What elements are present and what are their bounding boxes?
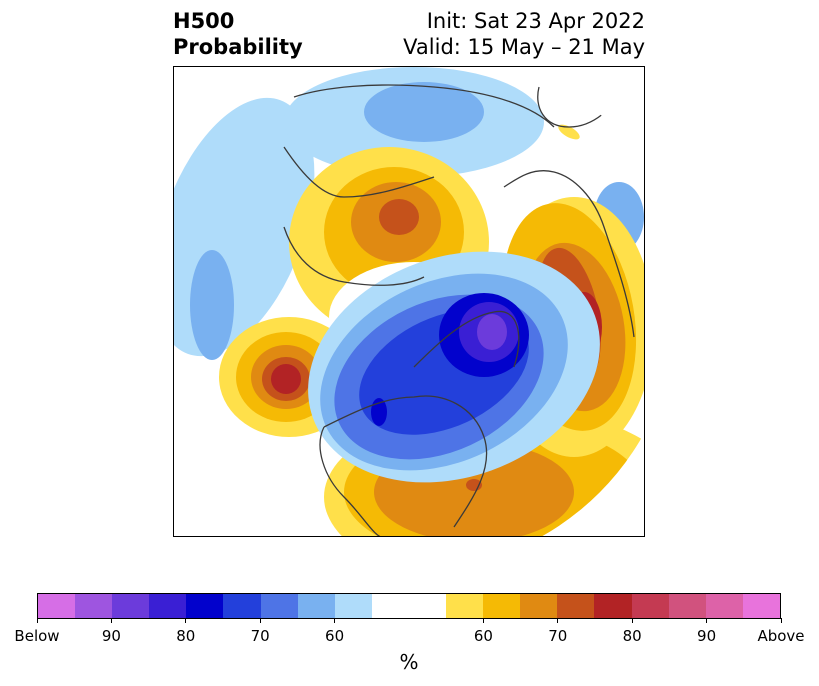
nepac-high-90 <box>271 364 301 394</box>
colorbar-segment <box>668 594 706 618</box>
colorbar-tick-mark <box>259 618 261 623</box>
colorbar-tick-label: 90 <box>697 627 717 645</box>
coastlines <box>283 84 635 536</box>
probability-map <box>174 67 644 536</box>
valid-range-label: Valid: 15 May – 21 May <box>403 35 645 59</box>
chart-title-right: Init: Sat 23 Apr 2022 Valid: 15 May – 21… <box>403 8 645 60</box>
colorbar-segment <box>223 594 261 618</box>
hudson-low-80 <box>371 398 387 426</box>
colorbar-tick-label: 70 <box>250 627 270 645</box>
colorbar-tick-label: Above <box>757 627 805 645</box>
colorbar-tick-mark <box>631 618 633 623</box>
colorbar-tick-label: 70 <box>548 627 568 645</box>
colorbar-tick-mark <box>482 618 484 623</box>
colorbar-segment <box>631 594 669 618</box>
colorbar-tick-mark <box>36 618 38 623</box>
colorbar-tick-label: Below <box>14 627 60 645</box>
init-date-label: Init: Sat 23 Apr 2022 <box>426 9 645 33</box>
colorbar-tick-mark <box>334 618 336 623</box>
probability-fields <box>174 67 644 536</box>
title-variable: H500 <box>173 9 235 33</box>
colorbar-segment <box>297 594 335 618</box>
map-panel <box>173 66 645 537</box>
colorbar-tick-mark <box>706 618 708 623</box>
colorbar-unit-label: % <box>399 650 419 674</box>
colorbar-tick-mark <box>557 618 559 623</box>
greenland-low-90 <box>477 314 507 350</box>
colorbar-segment <box>557 594 595 618</box>
colorbar-segment <box>260 594 298 618</box>
arctic-low-70 <box>364 82 484 142</box>
colorbar-segment <box>112 594 150 618</box>
colorbar-segment <box>75 594 113 618</box>
colorbar-tick-mark <box>110 618 112 623</box>
colorbar-tick-label: 60 <box>473 627 493 645</box>
colorbar-tick-mark <box>780 618 782 623</box>
colorbar-segment <box>334 594 372 618</box>
colorbar-tick-label: 60 <box>325 627 345 645</box>
colorbar-tick-label: 90 <box>101 627 121 645</box>
colorbar-segment <box>446 594 484 618</box>
colorbar-tick-label: 80 <box>622 627 642 645</box>
colorbar-segment <box>742 594 780 618</box>
colorbar-segment <box>520 594 558 618</box>
pacific-low-70 <box>190 250 234 360</box>
colorbar-segment <box>186 594 224 618</box>
colorbar <box>37 593 781 619</box>
colorbar-segment <box>594 594 632 618</box>
chart-title-left: H500 Probability <box>173 8 303 60</box>
colorbar-segment <box>483 594 521 618</box>
colorbar-segment <box>705 594 743 618</box>
colorbar-tick-label: 80 <box>176 627 196 645</box>
colorbar-segment <box>371 594 409 618</box>
colorbar-segment <box>38 594 76 618</box>
colorbar-segment <box>408 594 447 618</box>
scandinavia-high-60 <box>558 124 580 140</box>
title-quantity: Probability <box>173 35 303 59</box>
colorbar-segment <box>149 594 187 618</box>
colorbar-tick-mark <box>185 618 187 623</box>
siberia-high-90 <box>379 199 419 235</box>
